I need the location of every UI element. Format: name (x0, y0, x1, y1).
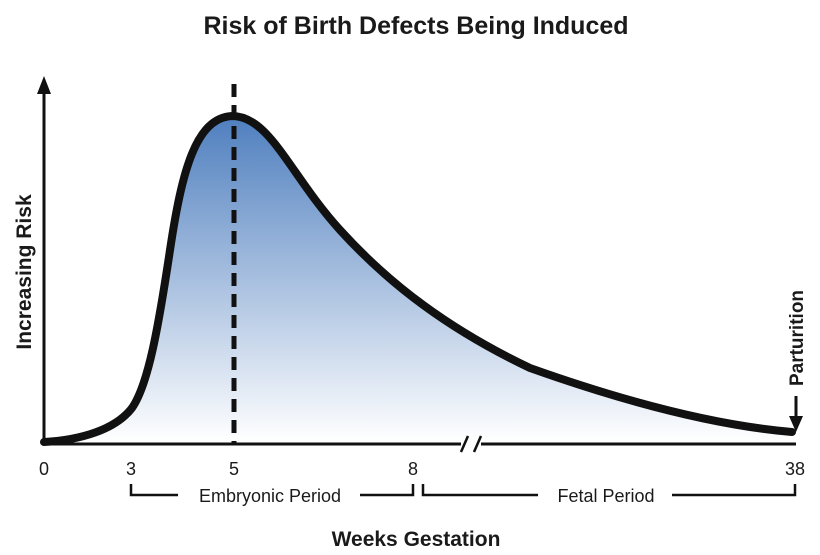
chart-title: Risk of Birth Defects Being Induced (203, 12, 628, 40)
x-tick-label-3: 3 (126, 459, 136, 479)
y-axis-arrow-icon (37, 76, 51, 94)
fetal-period-label: Fetal Period (557, 486, 654, 506)
axis-break-mark-1 (459, 435, 470, 453)
y-axis-label: Increasing Risk (13, 194, 36, 350)
x-tick-label-5: 5 (229, 459, 239, 479)
x-axis-label: Weeks Gestation (332, 528, 501, 551)
embryonic-period-bracket (129, 484, 415, 497)
x-tick-label-0: 0 (39, 459, 49, 479)
embryonic-period-label: Embryonic Period (199, 486, 341, 506)
risk-area (44, 116, 792, 442)
axis-break-mark-2 (472, 435, 483, 453)
fetal-period-bracket (421, 484, 797, 497)
parturition-label: Parturition (787, 290, 808, 386)
risk-curve (40, 112, 796, 446)
parturition-arrow-icon (789, 416, 803, 432)
x-tick-label-8: 8 (408, 459, 418, 479)
x-tick-label-38: 38 (785, 459, 805, 479)
